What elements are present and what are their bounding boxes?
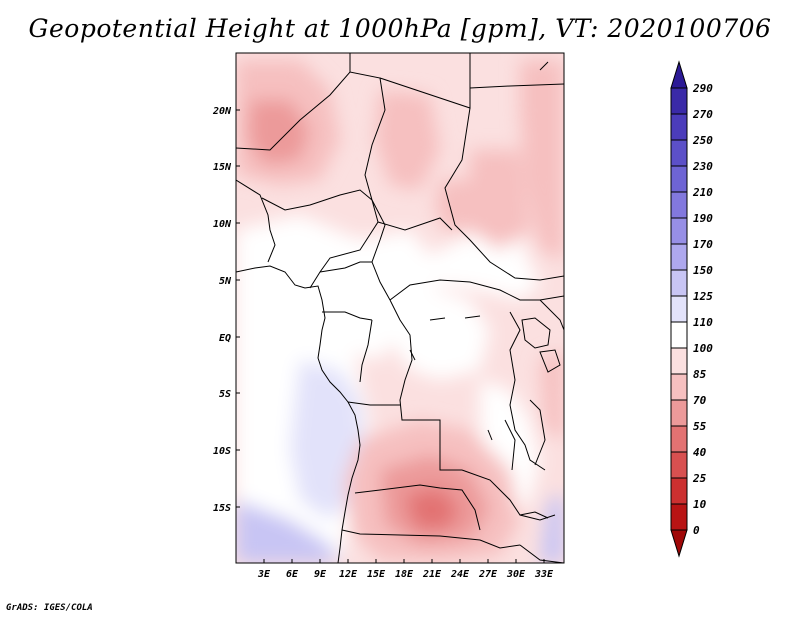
colorbar-segment (670, 451, 688, 479)
colorbar-segment (670, 269, 688, 297)
colorbar-label: 150 (693, 264, 713, 277)
colorbar-segment (670, 113, 688, 141)
lat-label: 20N (212, 106, 232, 117)
colorbar: 2902702502302101901701501251101008570554… (670, 60, 713, 558)
lat-label: 15S (213, 503, 231, 514)
colorbar-label: 190 (693, 212, 713, 225)
colorbar-label: 55 (693, 420, 707, 433)
colorbar-label: 290 (692, 82, 713, 95)
colorbar-segment (670, 373, 688, 401)
lat-label: 10N (213, 219, 232, 230)
lon-label: 18E (395, 569, 414, 580)
colorbar-segment (670, 191, 688, 219)
lon-label: 9E (314, 569, 327, 580)
colorbar-label: 100 (693, 342, 713, 355)
colorbar-bottom-arrow (670, 529, 688, 558)
colorbar-segment (670, 139, 688, 167)
colorbar-segment (670, 295, 688, 323)
lon-label: 12E (339, 569, 358, 580)
lat-axis: 20N 15N 10N 5N EQ 5S 10S 15S (212, 106, 240, 514)
lon-label: 21E (422, 569, 442, 580)
height-field (236, 53, 564, 563)
colorbar-label: 25 (692, 472, 707, 485)
colorbar-label: 10 (693, 498, 707, 511)
colorbar-segment (670, 425, 688, 453)
lon-label: 27E (478, 569, 498, 580)
lat-label: 5N (219, 276, 232, 287)
credit-text: GrADS: IGES/COLA (6, 603, 93, 613)
colorbar-segment (670, 347, 688, 375)
lon-label: 33E (534, 569, 554, 580)
lat-label: 15N (213, 162, 232, 173)
lon-label: 3E (257, 569, 271, 580)
colorbar-label: 270 (692, 108, 713, 121)
colorbar-label: 125 (693, 290, 713, 303)
colorbar-label: 230 (692, 160, 713, 173)
colorbar-label: 170 (693, 238, 713, 251)
lon-label: 15E (367, 569, 386, 580)
lon-label: 6E (286, 569, 299, 580)
colorbar-segment (670, 321, 688, 349)
colorbar-label: 250 (692, 134, 713, 147)
lon-label: 30E (506, 569, 526, 580)
colorbar-label: 40 (693, 446, 707, 459)
colorbar-segment (670, 165, 688, 193)
lat-label: EQ (219, 333, 231, 344)
lon-label: 24E (450, 569, 470, 580)
lat-label: 5S (219, 389, 231, 400)
colorbar-segment (670, 243, 688, 271)
lat-label: 10S (213, 446, 231, 457)
colorbar-segment (670, 87, 688, 115)
colorbar-label: 110 (693, 316, 713, 329)
colorbar-segment (670, 503, 688, 531)
colorbar-segment (670, 399, 688, 427)
colorbar-label: 85 (693, 368, 707, 381)
map-frame (235, 52, 565, 564)
colorbar-segment (670, 477, 688, 505)
colorbar-label: 0 (693, 524, 700, 537)
colorbar-segment (670, 217, 688, 245)
colorbar-label: 210 (692, 186, 713, 199)
lon-axis: 3E 6E 9E 12E 15E 18E 21E 24E 27E 30E 33E (257, 559, 554, 580)
colorbar-top-arrow (670, 60, 688, 89)
colorbar-label: 70 (693, 394, 707, 407)
boundaries (236, 53, 564, 563)
chart-title: Geopotential Height at 1000hPa [gpm], VT… (28, 14, 772, 43)
